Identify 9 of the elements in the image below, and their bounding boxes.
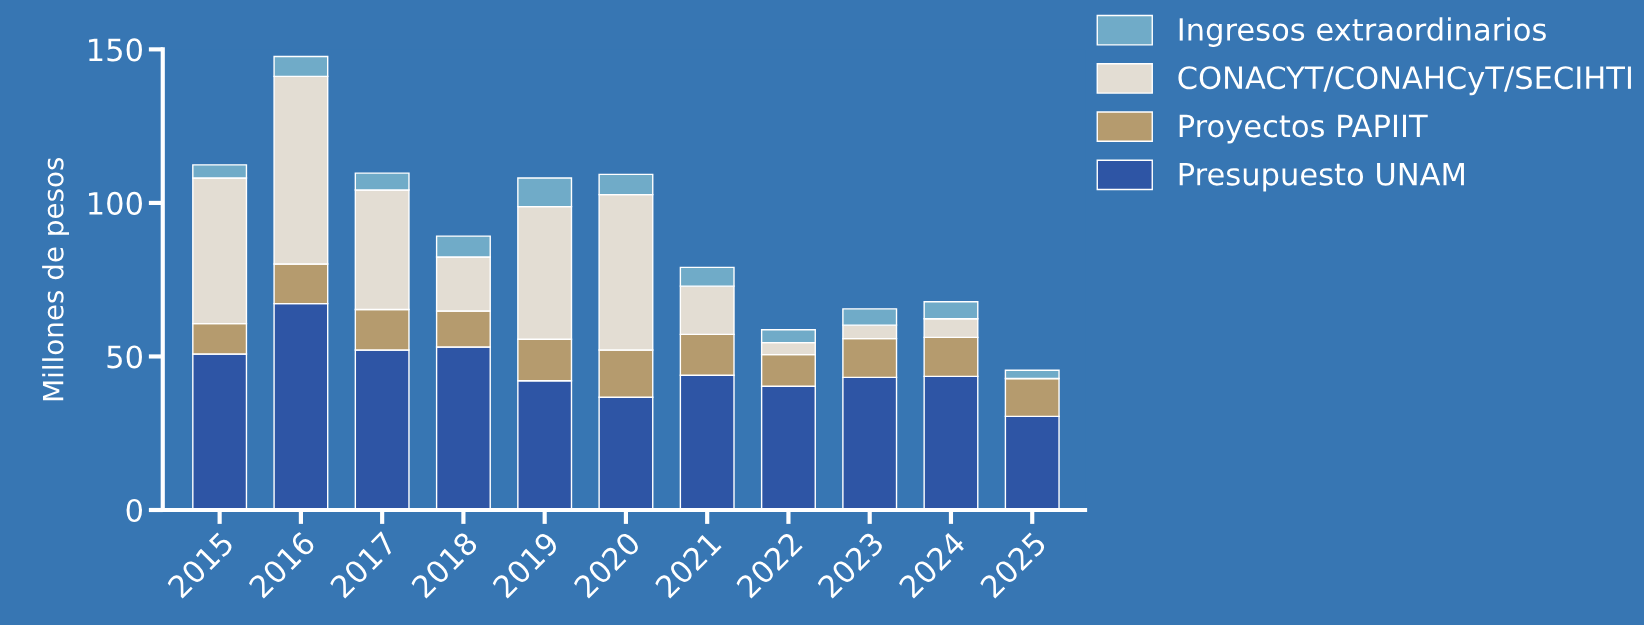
- legend-label: CONACYT/CONAHCyT/SECIHTI: [1178, 66, 1631, 96]
- y-tick-label: 0: [126, 498, 142, 523]
- legend-label: Proyectos PAPIIT: [1179, 114, 1428, 144]
- legend-label: Presupuesto UNAM: [1179, 162, 1464, 192]
- y-axis-title: Millones de pesos: [42, 157, 70, 401]
- y-tick-label: 50: [107, 345, 142, 369]
- y-tick-label: 100: [89, 191, 142, 215]
- y-tick-label: 150: [89, 38, 142, 62]
- legend-label: Ingresos extraordinarios: [1179, 17, 1546, 47]
